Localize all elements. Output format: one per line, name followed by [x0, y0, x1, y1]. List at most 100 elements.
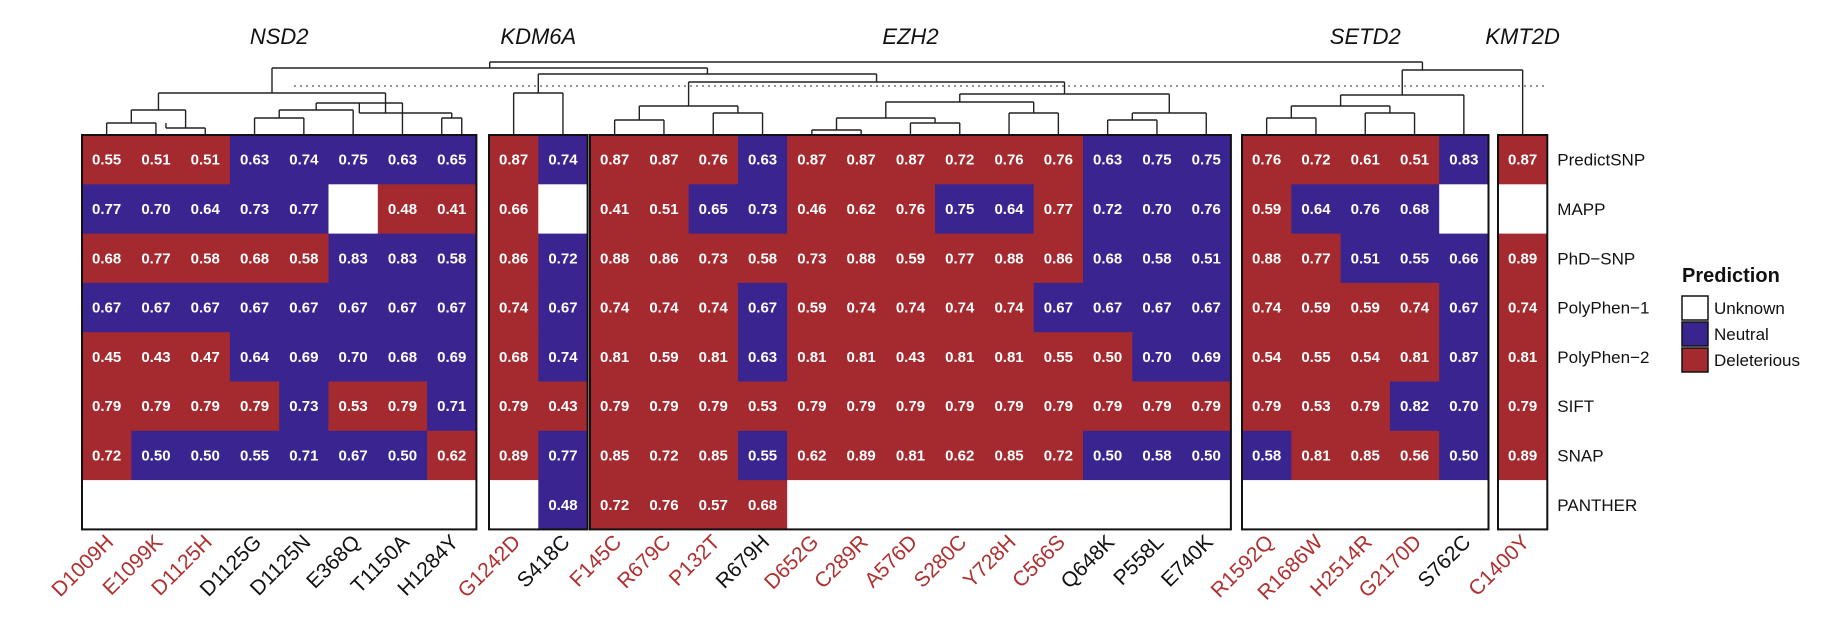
cell-value: 0.77 — [289, 201, 318, 218]
cell-value: 0.50 — [191, 447, 220, 464]
heatmap-cell — [229, 430, 280, 481]
cell-value: 0.63 — [748, 152, 777, 169]
cell-value: 0.87 — [499, 152, 528, 169]
cell-value: 0.67 — [289, 300, 318, 317]
cell-value: 0.72 — [92, 447, 121, 464]
cell-value: 0.74 — [699, 300, 729, 317]
heatmap-cell — [1132, 233, 1183, 284]
cell-value: 0.58 — [191, 250, 220, 267]
cell-value: 0.56 — [1400, 447, 1429, 464]
cell-value: 0.58 — [748, 250, 777, 267]
gene-labels: NSD2 KDM6A EZH2 SETD2 KMT2D — [250, 24, 1560, 49]
heatmap-cell — [1083, 282, 1133, 333]
heatmap-cell — [229, 233, 280, 284]
heatmap-cell — [180, 332, 231, 383]
cell-value: 0.67 — [1449, 300, 1478, 317]
heatmap-cell — [885, 233, 936, 284]
cell-value: 0.87 — [649, 152, 678, 169]
heatmap-cell — [1439, 282, 1490, 333]
cell-value: 0.63 — [1093, 152, 1122, 169]
cell-value: 0.63 — [388, 152, 417, 169]
heatmap-cells: 0.55 0.51 0.51 0.63 0.74 0.75 0.63 0.65 0.87 0.74… — [82, 135, 1548, 530]
column-label: Y728H — [959, 531, 1021, 593]
heatmap-cell — [984, 480, 1035, 530]
heatmap-cell — [489, 381, 539, 432]
heatmap-cell — [377, 381, 428, 432]
heatmap-cell — [1291, 480, 1342, 530]
heatmap-cell — [131, 480, 182, 530]
cell-value: 0.76 — [896, 201, 925, 218]
cell-value: 0.70 — [1142, 201, 1171, 218]
cell-value: 0.61 — [1351, 152, 1380, 169]
cell-value: 0.71 — [437, 398, 466, 415]
cell-value: 0.43 — [141, 349, 170, 366]
cell-value: 0.68 — [92, 250, 121, 267]
heatmap-cell — [639, 233, 690, 284]
cell-value: 0.87 — [896, 152, 925, 169]
cell-value: 0.67 — [191, 300, 220, 317]
cell-value: 0.72 — [945, 152, 974, 169]
cell-value: 0.74 — [548, 152, 578, 169]
heatmap-cell — [1132, 332, 1183, 383]
column-label: C289R — [810, 531, 872, 593]
heatmap-cell — [489, 282, 539, 333]
heatmap-cell — [639, 480, 690, 530]
cell-value: 0.67 — [141, 300, 170, 317]
legend-swatch — [1681, 321, 1709, 347]
heatmap-cell — [538, 135, 589, 185]
cell-value: 0.81 — [994, 349, 1023, 366]
cell-value: 0.79 — [191, 398, 220, 415]
heatmap-cell — [1033, 184, 1084, 235]
heatmap-cell — [590, 332, 640, 383]
cell-value: 0.57 — [699, 497, 728, 514]
cell-value: 0.69 — [289, 349, 318, 366]
column-label: S418C — [513, 531, 575, 593]
cell-value: 0.73 — [240, 201, 269, 218]
heatmap-cell — [885, 135, 936, 185]
cell-value: 0.55 — [1301, 349, 1330, 366]
cell-value: 0.73 — [748, 201, 777, 218]
heatmap-cell — [180, 480, 231, 530]
heatmap-cell — [787, 135, 838, 185]
heatmap-cell — [885, 480, 936, 530]
cell-value: 0.64 — [191, 201, 221, 218]
cell-value: 0.86 — [649, 250, 678, 267]
heatmap-cell — [180, 381, 231, 432]
cell-value: 0.58 — [289, 250, 318, 267]
cell-value: 0.79 — [945, 398, 974, 415]
heatmap-cell — [885, 184, 936, 235]
cell-value: 0.73 — [797, 250, 826, 267]
cell-value: 0.50 — [141, 447, 170, 464]
cell-value: 0.74 — [600, 300, 630, 317]
legend-label: Deleterious — [1714, 351, 1800, 370]
cell-value: 0.79 — [92, 398, 121, 415]
heatmap-cell — [787, 184, 838, 235]
cell-value: 0.79 — [600, 398, 629, 415]
cell-value: 0.71 — [289, 447, 318, 464]
cell-value: 0.74 — [1508, 300, 1538, 317]
heatmap-cell — [489, 332, 539, 383]
heatmap-cell — [279, 135, 330, 185]
heatmap-cell — [590, 233, 640, 284]
heatmap-cell — [180, 184, 231, 235]
column-label: R679H — [712, 531, 774, 593]
cell-value: 0.79 — [141, 398, 170, 415]
heatmap-cell — [377, 282, 428, 333]
heatmap-cell — [590, 184, 640, 235]
cell-value: 0.68 — [1400, 201, 1429, 218]
row-label: SNAP — [1557, 446, 1603, 465]
heatmap-cell — [590, 480, 640, 530]
heatmap-cell — [328, 480, 379, 530]
heatmap-cell — [984, 381, 1035, 432]
heatmap-cell — [1083, 332, 1133, 383]
heatmap-cell — [1033, 480, 1084, 530]
cell-value: 0.63 — [240, 152, 269, 169]
heatmap-cell — [1291, 184, 1342, 235]
heatmap-cell — [590, 381, 640, 432]
heatmap-cell — [377, 480, 428, 530]
heatmap-cell — [1340, 135, 1391, 185]
cell-value: 0.81 — [699, 349, 728, 366]
cell-value: 0.47 — [191, 349, 220, 366]
cell-value: 0.67 — [1142, 300, 1171, 317]
heatmap-cell — [885, 332, 936, 383]
